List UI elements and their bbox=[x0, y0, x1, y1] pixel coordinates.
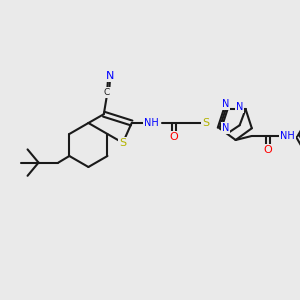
Text: S: S bbox=[202, 118, 209, 128]
Text: N: N bbox=[236, 102, 243, 112]
Text: C: C bbox=[104, 88, 110, 97]
Text: N: N bbox=[106, 71, 114, 81]
Text: NH: NH bbox=[144, 118, 159, 128]
Text: O: O bbox=[169, 132, 178, 142]
Text: N: N bbox=[222, 99, 229, 109]
Text: N: N bbox=[222, 123, 229, 133]
Text: NH: NH bbox=[280, 131, 295, 141]
Text: O: O bbox=[263, 145, 272, 155]
Text: S: S bbox=[119, 138, 126, 148]
